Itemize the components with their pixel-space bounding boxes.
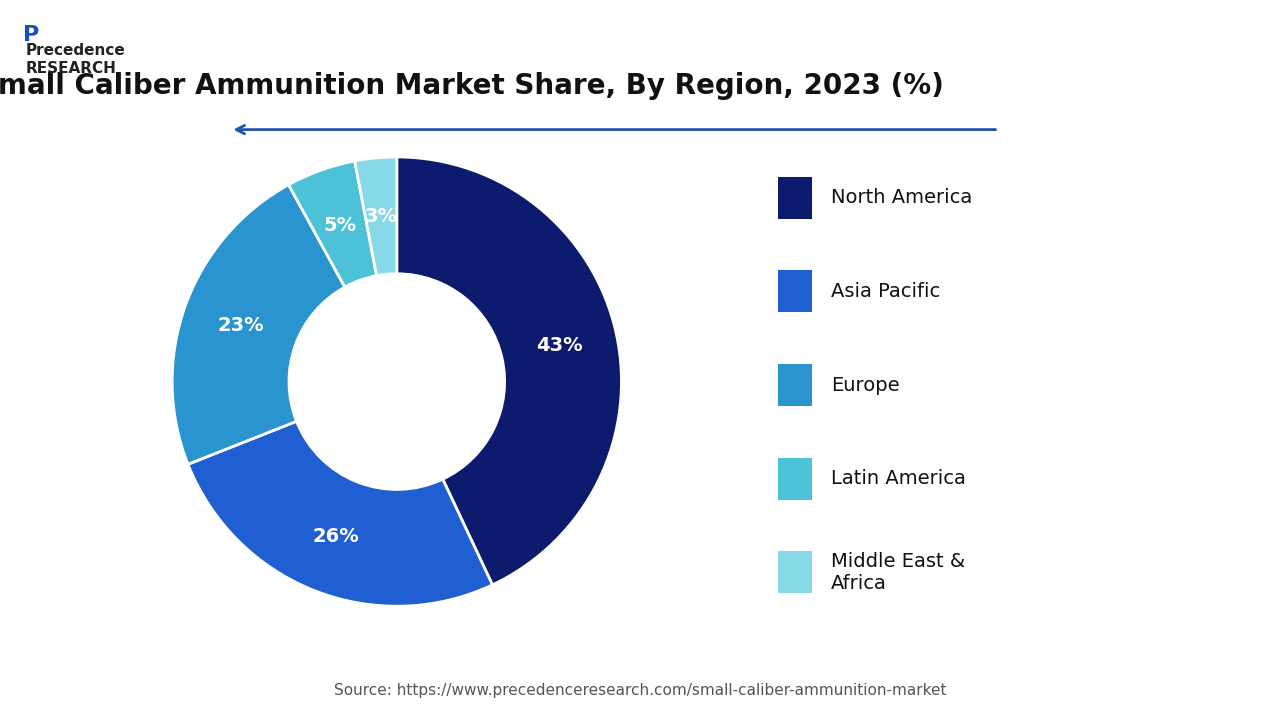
Text: 26%: 26% (312, 526, 358, 546)
Wedge shape (397, 157, 621, 585)
Text: Precedence
RESEARCH: Precedence RESEARCH (26, 43, 125, 76)
FancyBboxPatch shape (778, 270, 812, 312)
Text: P: P (23, 25, 40, 45)
Wedge shape (188, 421, 493, 606)
Text: 43%: 43% (536, 336, 582, 355)
Wedge shape (173, 185, 344, 464)
FancyBboxPatch shape (778, 364, 812, 406)
Text: Asia Pacific: Asia Pacific (831, 282, 941, 301)
Text: Source: https://www.precedenceresearch.com/small-caliber-ammunition-market: Source: https://www.precedenceresearch.c… (334, 683, 946, 698)
Text: 5%: 5% (324, 216, 357, 235)
Text: Europe: Europe (831, 376, 900, 395)
Text: 23%: 23% (218, 316, 264, 335)
Text: Small Caliber Ammunition Market Share, By Region, 2023 (%): Small Caliber Ammunition Market Share, B… (0, 72, 943, 100)
FancyBboxPatch shape (778, 176, 812, 219)
Wedge shape (355, 157, 397, 276)
Text: 3%: 3% (365, 207, 398, 225)
FancyBboxPatch shape (778, 552, 812, 593)
FancyBboxPatch shape (778, 458, 812, 500)
Text: Middle East &
Africa: Middle East & Africa (831, 552, 965, 593)
Wedge shape (288, 161, 376, 287)
Text: Latin America: Latin America (831, 469, 966, 488)
Text: North America: North America (831, 189, 973, 207)
